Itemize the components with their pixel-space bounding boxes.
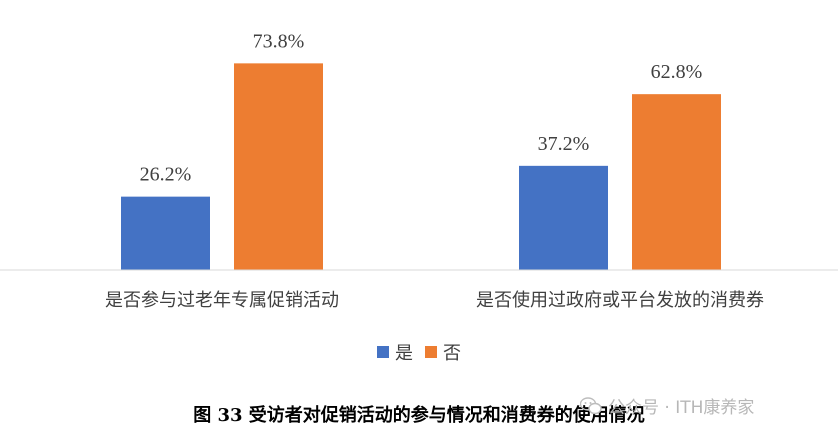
watermark: 公众号 · ITH康养家 — [579, 393, 755, 418]
bar-no-2 — [632, 94, 721, 270]
data-label-no-2: 62.8% — [651, 61, 703, 83]
legend-label: 是 — [395, 343, 413, 364]
bars-group — [121, 63, 721, 270]
bar-chart: 26.2% 73.8% 是否参与过老年专属促销活动 37.2% 62.8% 是否使用过政府… — [0, 30, 838, 311]
bar-yes-1 — [121, 196, 210, 270]
category-label-1: 是否参与过老年专属促销活动 — [105, 290, 339, 311]
legend-item-yes: 是 — [377, 339, 413, 365]
labels-group: 26.2% 73.8% 是否参与过老年专属促销活动 37.2% 62.8% 是否使用过政府… — [105, 30, 764, 311]
data-label-yes-1: 26.2% — [140, 164, 192, 186]
legend-swatch — [377, 346, 389, 358]
legend-label: 否 — [443, 343, 461, 364]
figure-caption: 图 33 受访者对促销活动的参与情况和消费券的使用情况 — [193, 405, 645, 426]
legend-item-no: 否 — [425, 339, 461, 365]
data-label-yes-2: 37.2% — [538, 133, 590, 155]
legend-swatch — [425, 346, 437, 358]
wechat-icon — [579, 396, 602, 415]
bar-no-1 — [234, 63, 323, 270]
bar-yes-2 — [519, 165, 608, 270]
data-label-no-1: 73.8% — [253, 30, 305, 52]
legend: 是否 — [0, 339, 838, 365]
watermark-text: 公众号 · ITH康养家 — [608, 398, 755, 418]
category-label-2: 是否使用过政府或平台发放的消费券 — [476, 290, 764, 311]
